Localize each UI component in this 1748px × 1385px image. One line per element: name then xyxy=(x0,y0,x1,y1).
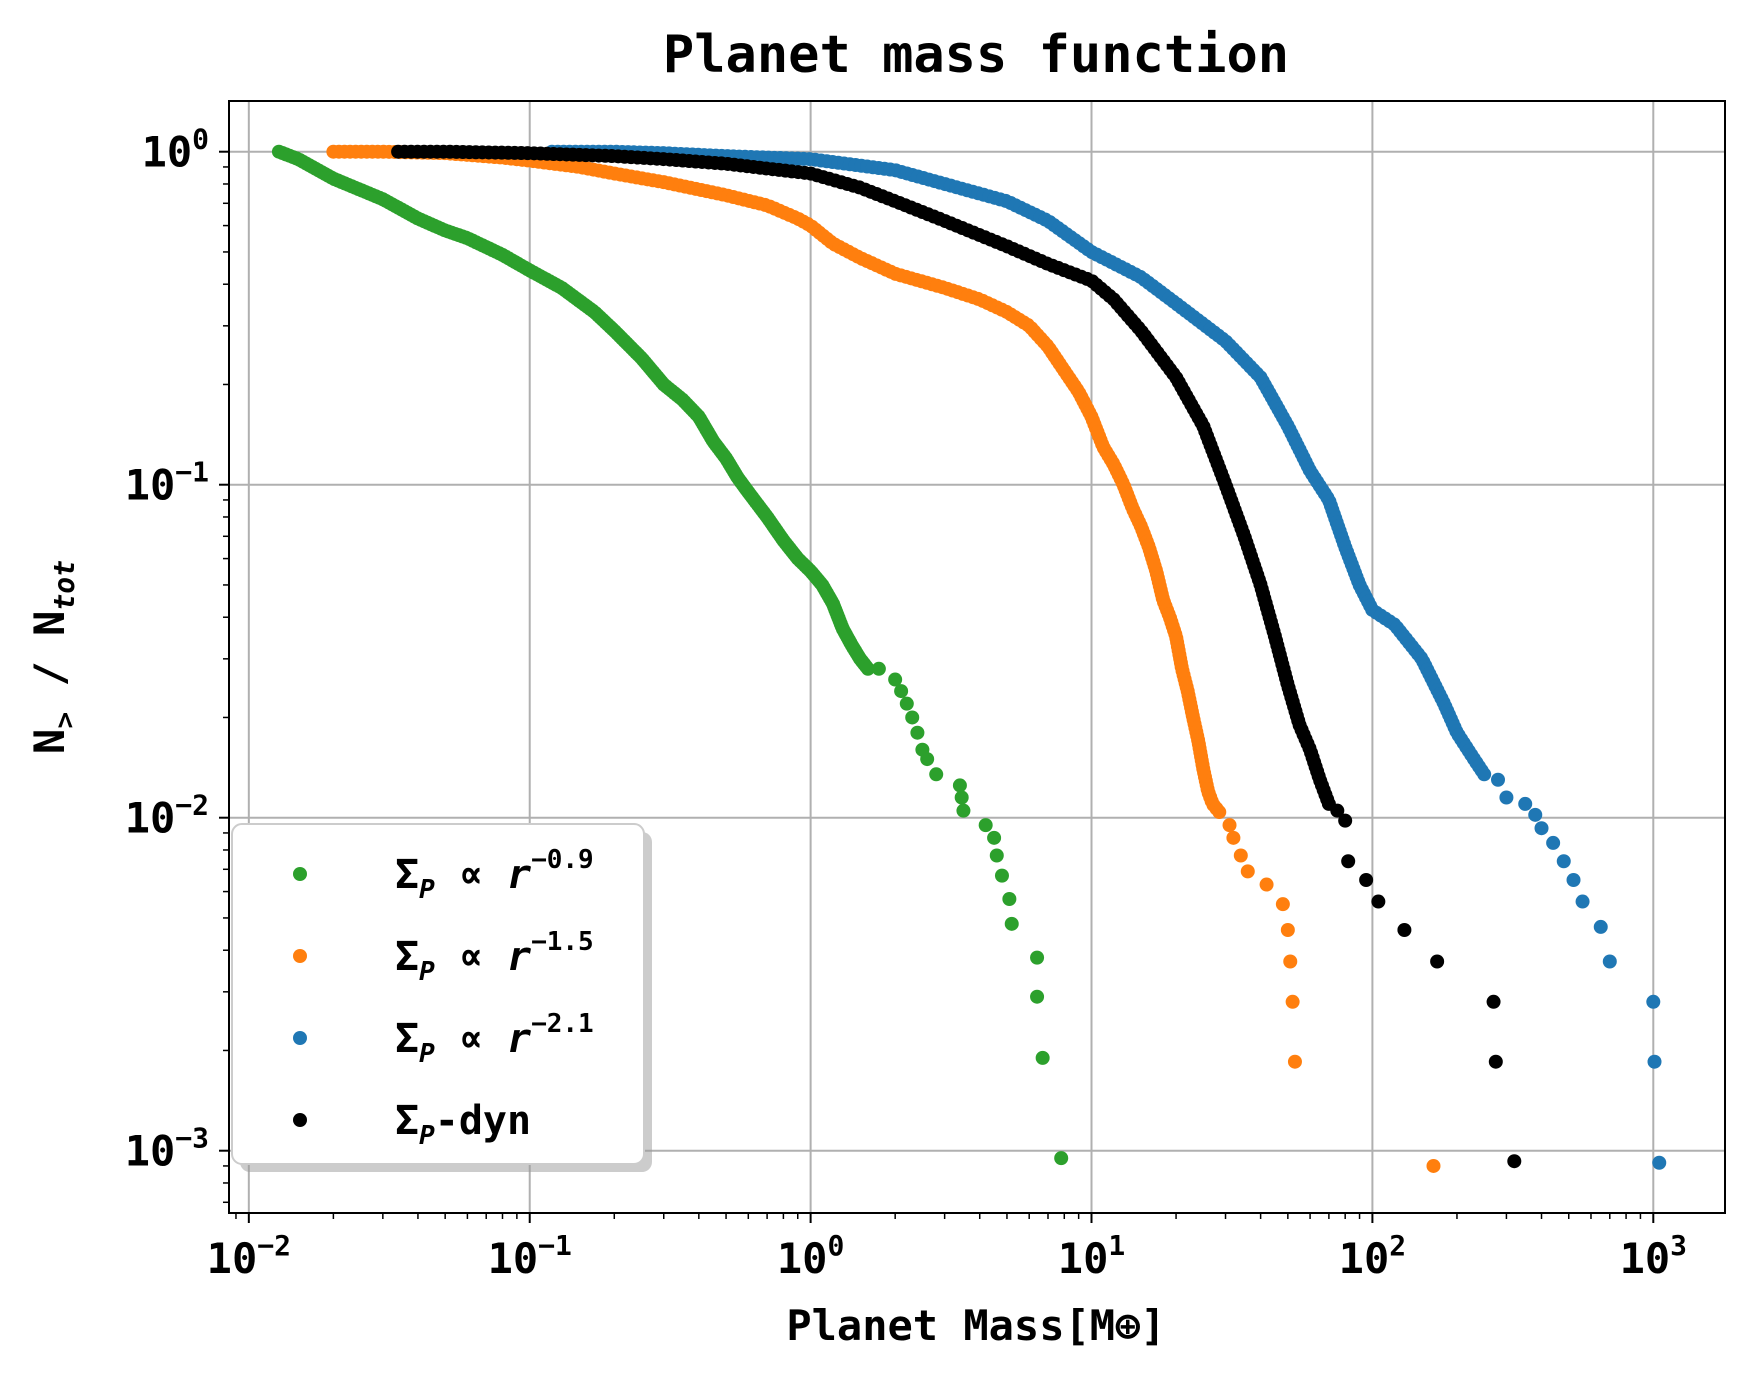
data-point xyxy=(1556,854,1571,869)
data-point xyxy=(1518,796,1533,811)
x-tick-label: 10−2 xyxy=(207,1229,291,1283)
series-1 xyxy=(271,144,1069,1166)
data-point xyxy=(1593,919,1608,934)
data-point xyxy=(1330,803,1345,818)
data-point xyxy=(1283,954,1298,969)
data-point xyxy=(1341,854,1356,869)
legend: ΣP ∝ r−0.9 ΣP ∝ r−1.5 ΣP ∝ r−2.1 ΣP-dyn xyxy=(231,823,652,1172)
data-point xyxy=(1646,994,1661,1009)
data-point xyxy=(954,790,969,805)
data-point xyxy=(1285,994,1300,1009)
data-point xyxy=(1338,813,1353,828)
x-tick-label: 10−1 xyxy=(488,1229,572,1283)
x-axis-label: Planet Mass[M⊕] xyxy=(786,1301,1165,1350)
x-tick-label: 102 xyxy=(1339,1229,1406,1283)
data-point xyxy=(1287,1054,1302,1069)
data-point xyxy=(1359,873,1374,888)
x-tick-label: 103 xyxy=(1620,1229,1687,1283)
y-tick-label: 10−2 xyxy=(125,789,209,843)
y-axis-ticks: 100 10−1 10−2 10−3 xyxy=(125,123,229,1176)
data-point xyxy=(929,767,944,782)
data-point xyxy=(1002,891,1017,906)
x-tick-label: 101 xyxy=(1058,1229,1125,1283)
plot-area xyxy=(228,100,1726,1214)
data-point xyxy=(1566,873,1581,888)
data-point xyxy=(1546,835,1561,850)
data-point xyxy=(1486,994,1501,1009)
data-point xyxy=(860,661,875,676)
data-point xyxy=(1030,989,1045,1004)
y-axis-label: N> / Ntot xyxy=(25,560,81,754)
data-point xyxy=(994,868,1009,883)
data-point xyxy=(1647,1054,1662,1069)
legend-label: ΣP-dyn xyxy=(395,1098,531,1151)
data-point xyxy=(1426,1158,1441,1173)
data-point xyxy=(952,778,967,793)
data-point xyxy=(1528,807,1543,822)
chart-title: Planet mass function xyxy=(663,25,1289,85)
legend-box xyxy=(231,823,645,1165)
data-series xyxy=(271,144,1667,1173)
data-point xyxy=(1397,923,1412,938)
data-point xyxy=(1534,821,1549,836)
x-axis-ticks: 10−2 10−1 100 101 102 103 xyxy=(207,1213,1687,1283)
data-point xyxy=(1004,916,1019,931)
legend-label: ΣP ∝ r−1.5 xyxy=(395,927,594,987)
data-point xyxy=(1652,1155,1667,1170)
series-3 xyxy=(544,144,1667,1170)
data-point xyxy=(1226,830,1241,845)
y-tick-label: 10−3 xyxy=(125,1122,209,1176)
series-4 xyxy=(391,144,1522,1169)
data-point xyxy=(888,672,903,687)
legend-label: ΣP ∝ r−2.1 xyxy=(395,1009,594,1069)
data-point xyxy=(978,818,993,833)
data-point xyxy=(1233,848,1248,863)
data-point xyxy=(1275,897,1290,912)
data-point xyxy=(894,684,909,699)
data-point xyxy=(1054,1151,1069,1166)
legend-marker xyxy=(293,1113,307,1127)
data-point xyxy=(871,661,886,676)
data-point xyxy=(1507,1154,1522,1169)
y-tick-label: 100 xyxy=(142,123,209,177)
data-point xyxy=(1280,923,1295,938)
data-point xyxy=(956,803,971,818)
data-point xyxy=(1259,877,1274,892)
data-point xyxy=(1602,954,1617,969)
data-point xyxy=(1430,954,1445,969)
data-point xyxy=(1035,1050,1050,1065)
data-point xyxy=(905,710,920,725)
data-point xyxy=(1575,894,1590,909)
data-point xyxy=(1222,818,1237,833)
data-point xyxy=(1371,894,1386,909)
data-point xyxy=(1477,767,1492,782)
x-tick-label: 100 xyxy=(777,1229,844,1283)
legend-marker xyxy=(293,1031,307,1045)
legend-marker xyxy=(293,867,307,881)
legend-label: ΣP ∝ r−0.9 xyxy=(395,845,594,905)
data-point xyxy=(987,830,1002,845)
legend-marker xyxy=(293,949,307,963)
data-point xyxy=(899,696,914,711)
data-point xyxy=(1240,864,1255,879)
data-point xyxy=(1499,790,1514,805)
data-point xyxy=(1212,805,1227,820)
data-point xyxy=(1488,1054,1503,1069)
data-point xyxy=(989,848,1004,863)
data-point xyxy=(1491,772,1506,787)
data-point xyxy=(1030,950,1045,965)
data-point xyxy=(920,752,935,767)
y-tick-label: 10−1 xyxy=(125,456,209,510)
data-point xyxy=(910,725,925,740)
